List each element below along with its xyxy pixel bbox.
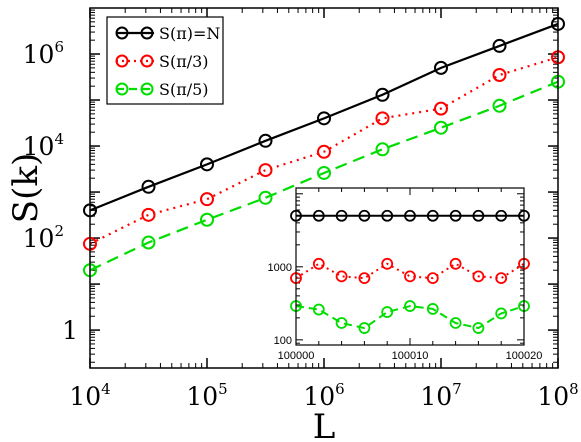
data-point [317,111,331,126]
data-point [141,235,156,250]
inset-data-point [358,209,371,222]
series-line [89,56,559,245]
inset-data-point [472,322,485,334]
inset-data-point [335,317,348,329]
inset-data-point [495,272,508,285]
x-tick-label: 106 [303,380,344,411]
y-axis-title: S(k) [6,153,46,223]
data-point [200,212,214,227]
data-point [375,142,390,157]
x-tick-label: 107 [420,380,461,411]
data-point [375,111,390,126]
inset-data-point [381,209,394,222]
inset-data-point [449,257,462,270]
legend-marker [115,54,129,68]
data-point [492,67,507,82]
inset-data-point [472,270,485,283]
inset-data-point [404,209,416,222]
data-point [434,101,448,116]
x-tick-label: 104 [69,380,110,411]
inset-data-point [449,317,462,329]
data-point [492,98,507,113]
legend-marker [140,26,154,40]
data-point [141,207,156,222]
y-tick-label: 102 [23,222,64,253]
inset-series-line [295,305,525,330]
legend-label: S(π/3) [159,52,209,71]
legend: S(π)=N S(π/3) S(π/5) [106,16,224,105]
inset-y-tick-label: 1000 [268,262,292,274]
inset-y-tick-label: 100 [274,335,292,347]
legend-marker [115,26,129,40]
inset-data-point [426,209,439,222]
inset-data-point [358,322,371,334]
legend-marker [115,82,129,96]
inset-data-point [312,209,325,222]
y-tick-label: 1 [62,316,78,345]
data-point [200,157,214,172]
inset-data-point [426,272,439,285]
data-point [258,163,273,178]
x-axis-title: L [313,407,336,442]
inset-data-point [358,272,371,285]
inset-data-point [335,209,348,222]
inset-x-tick-label: 100020 [506,350,543,362]
inset-frame [295,187,525,346]
y-tick-label: 106 [23,38,64,69]
data-point [317,165,331,180]
x-tick-label: 105 [186,380,227,411]
series-line [89,22,559,212]
data-point [258,190,273,205]
inset-data-point [335,270,348,283]
inset-data-point [495,307,508,320]
inset-data-point [381,257,394,270]
inset-x-tick-label: 100000 [278,350,315,362]
inset-data-point [449,209,462,222]
inset-plot: 100000 100010 100020 100 1000 [268,187,543,362]
data-point [434,60,448,75]
inset-data-point [472,209,485,222]
inset-data-point [312,257,325,270]
legend-marker [140,82,154,96]
inset-data-point [404,270,416,283]
data-point [317,144,331,159]
inset-data-point [495,209,508,222]
inset-data-point [312,303,325,316]
data-point [200,192,214,207]
plot-frame [89,7,559,369]
series-line [89,80,559,272]
data-point [492,38,507,53]
inset-data-point [404,300,416,312]
data-point [141,179,156,194]
data-point [258,133,273,148]
y-tick-label: 104 [23,130,64,161]
inset-data-point [426,303,439,315]
legend-label: S(π/5) [159,80,209,99]
data-point [434,120,448,135]
legend-label: S(π)=N [159,24,220,43]
inset-x-tick-label: 100010 [392,350,429,362]
data-point [375,87,390,102]
x-tick-label: 108 [537,380,578,411]
legend-marker [140,54,154,68]
inset-data-point [381,306,394,318]
